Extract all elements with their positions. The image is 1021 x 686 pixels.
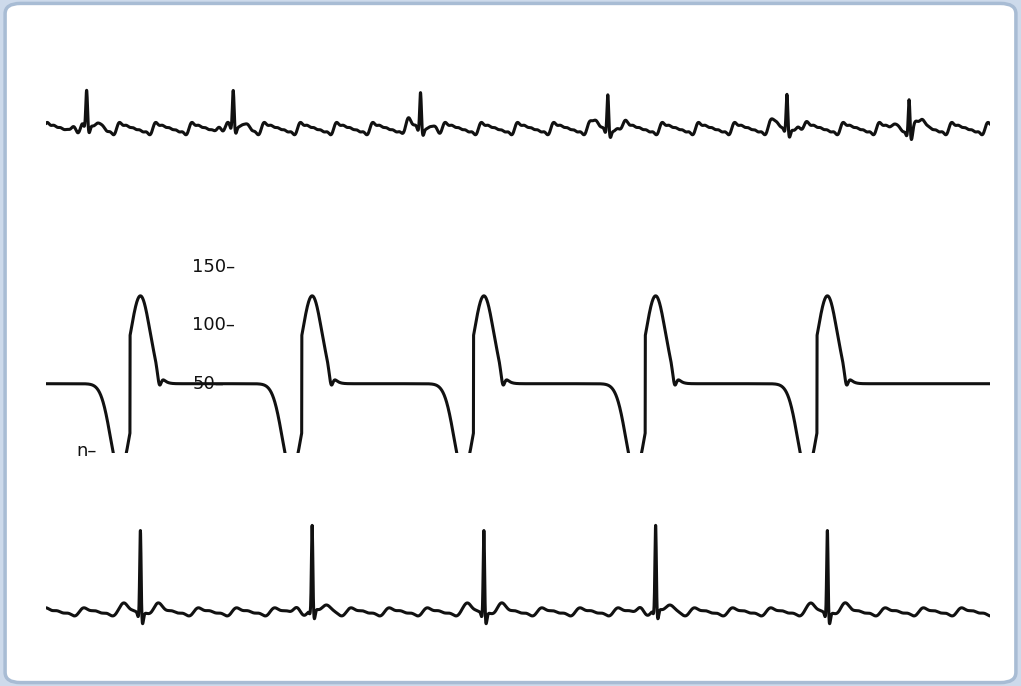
Text: 150–: 150– [192,257,236,276]
Text: 100–: 100– [192,316,235,334]
Text: 50–: 50– [192,375,224,392]
FancyBboxPatch shape [5,3,1016,683]
Text: n–: n– [77,442,97,460]
